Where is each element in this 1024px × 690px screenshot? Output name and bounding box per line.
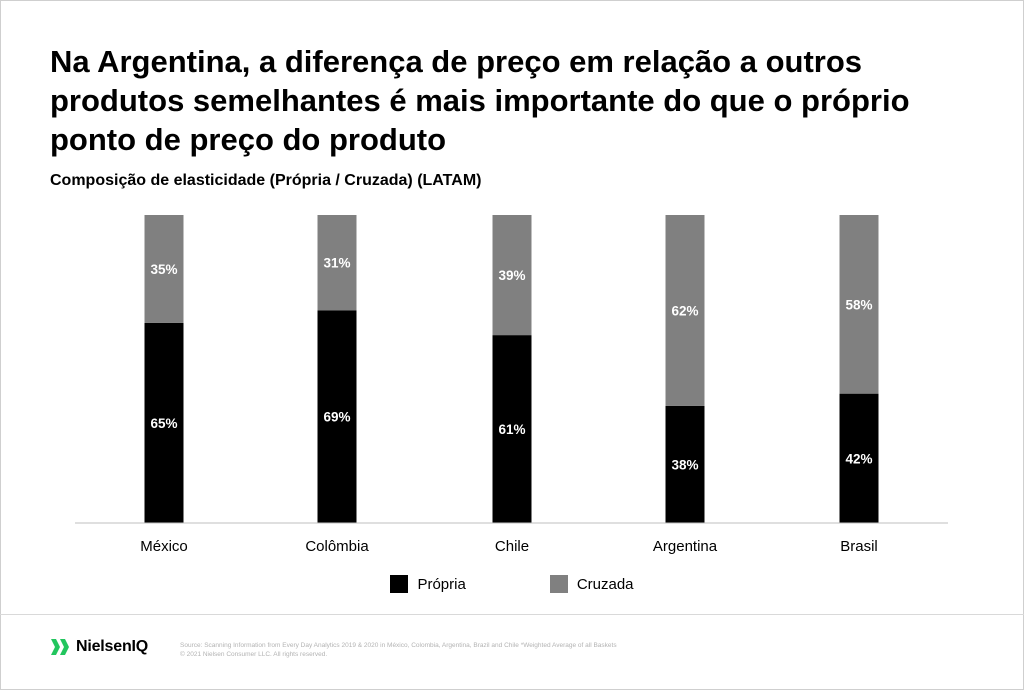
legend-swatch-propria xyxy=(390,575,409,593)
chart-subtitle: Composição de elasticidade (Própria / Cr… xyxy=(50,172,482,189)
data-label-prpria-1: 69% xyxy=(323,410,350,425)
data-label-cruzada-3: 62% xyxy=(671,303,698,318)
data-label-cruzada-0: 35% xyxy=(150,262,177,277)
bar-cruzada-2 xyxy=(492,215,532,336)
legend-label-propria: Própria xyxy=(417,575,466,593)
data-label-cruzada-2: 39% xyxy=(498,268,525,283)
data-label-prpria-0: 65% xyxy=(150,416,177,431)
logo-wordmark: NielsenIQ xyxy=(76,638,149,655)
chart-legend: Própria Cruzada xyxy=(0,575,1024,593)
legend-swatch-cruzada xyxy=(549,575,568,593)
footer-divider xyxy=(0,614,1024,615)
bar-cruzada-3 xyxy=(665,215,705,406)
bar-prpria-4 xyxy=(839,393,879,523)
data-label-prpria-2: 61% xyxy=(498,422,525,437)
stacked-bar-chart: 65% 35% 69% 31% 61% 39% 38% 62% 42% 58% México Col… xyxy=(75,215,948,555)
bar-prpria-3 xyxy=(665,405,705,523)
bar-prpria-2 xyxy=(492,335,532,523)
bar-cruzada-1 xyxy=(317,215,357,311)
source-line-1: Source: Scanning Information from Every … xyxy=(180,642,617,649)
nielseniq-logo: NielsenIQ xyxy=(50,636,148,658)
category-label-2: Chile xyxy=(495,538,529,555)
category-label-0: México xyxy=(140,538,188,555)
data-label-prpria-3: 38% xyxy=(671,457,698,472)
bar-prpria-1 xyxy=(317,310,357,523)
bar-cruzada-0 xyxy=(144,215,184,323)
bar-prpria-0 xyxy=(144,322,184,523)
bar-cruzada-4 xyxy=(839,215,879,394)
data-label-prpria-4: 42% xyxy=(845,451,872,466)
legend-item-cruzada: Cruzada xyxy=(549,575,634,593)
category-label-3: Argentina xyxy=(653,538,718,555)
data-label-cruzada-1: 31% xyxy=(323,256,350,271)
nielseniq-logo-icon xyxy=(51,639,69,655)
bars-group: 65% 35% 69% 31% 61% 39% 38% 62% 42% 58% xyxy=(144,215,879,523)
category-label-4: Brasil xyxy=(840,538,878,555)
source-note: Source: Scanning Information from Every … xyxy=(180,641,740,659)
source-line-2: © 2021 Nielsen Consumer LLC. All rights … xyxy=(180,651,328,658)
chart-title: Na Argentina, a diferença de preço em re… xyxy=(50,44,910,157)
legend-item-propria: Própria xyxy=(390,575,466,593)
category-labels-group: México Colômbia Chile Argentina Brasil xyxy=(140,538,878,555)
data-label-cruzada-4: 58% xyxy=(845,297,872,312)
legend-label-cruzada: Cruzada xyxy=(576,575,634,593)
category-label-1: Colômbia xyxy=(305,538,369,555)
